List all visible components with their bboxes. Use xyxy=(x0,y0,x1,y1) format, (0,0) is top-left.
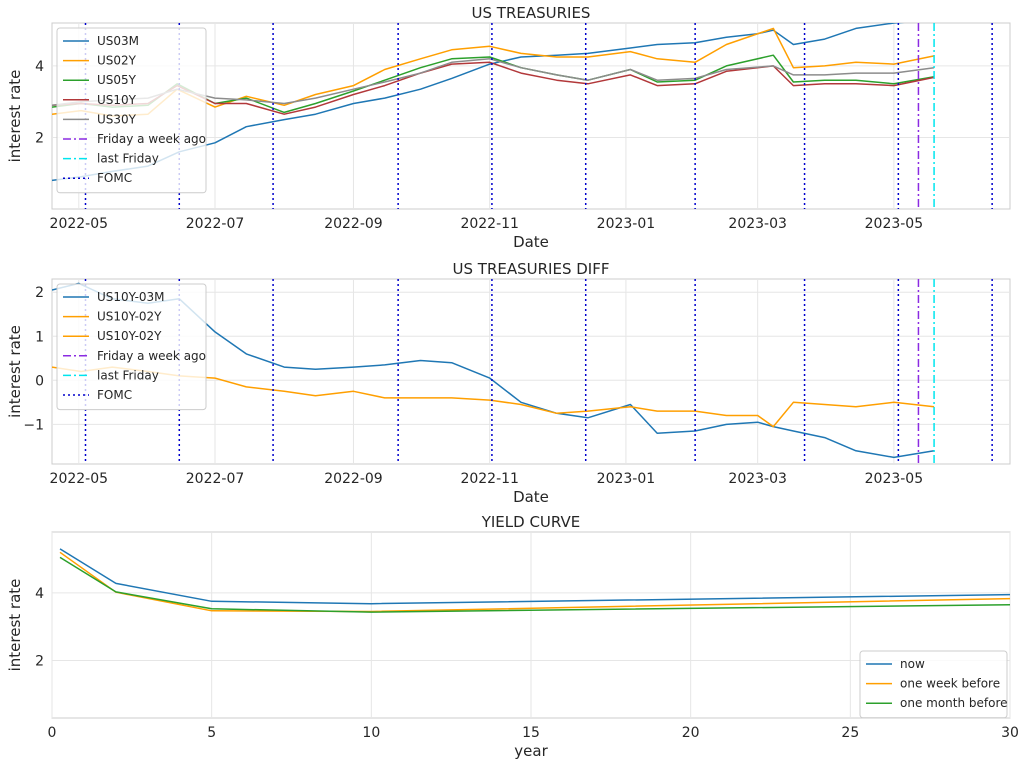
x-tick-label: 2022-07 xyxy=(186,216,245,232)
legend-label: Friday a week ago xyxy=(97,132,206,146)
legend-box xyxy=(56,27,207,194)
y-tick-label: 4 xyxy=(35,59,44,75)
legend-label: last Friday xyxy=(97,368,159,382)
legend-label: US02Y xyxy=(97,54,137,68)
chart-title: US TREASURIES DIFF xyxy=(453,260,610,278)
y-axis-label: interest rate xyxy=(6,325,24,418)
legend: US10Y-03M US10Y-02Y US10Y-02Y Friday a week… xyxy=(56,283,207,411)
legend-label: Friday a week ago xyxy=(97,349,206,363)
legend-box xyxy=(56,283,207,411)
x-tick-label: 2023-03 xyxy=(728,216,787,232)
x-tick-label: 2023-05 xyxy=(865,471,924,487)
legend-label: last Friday xyxy=(97,152,159,166)
series-line-one-month-before xyxy=(59,556,1010,613)
x-tick-label: 2022-09 xyxy=(324,471,383,487)
series-line-one-week-before xyxy=(59,551,1010,613)
y-tick-label: 0 xyxy=(35,373,44,389)
x-tick-label: 2022-05 xyxy=(50,216,109,232)
plot-area xyxy=(51,278,1011,465)
y-tick-label: −1 xyxy=(23,417,44,433)
x-tick-label: 30 xyxy=(1001,725,1019,741)
x-axis-label: year xyxy=(514,742,548,760)
x-tick-label: 0 xyxy=(48,725,57,741)
y-tick-label: 2 xyxy=(35,654,44,670)
legend-label: FOMC xyxy=(97,388,132,402)
x-tick-label: 25 xyxy=(841,725,859,741)
x-tick-label: 2022-11 xyxy=(460,216,519,232)
legend-box xyxy=(859,650,1008,719)
x-tick-label: 2022-05 xyxy=(50,471,109,487)
legend-label: FOMC xyxy=(97,171,132,185)
x-tick-label: 5 xyxy=(207,725,216,741)
x-tick-label: 15 xyxy=(522,725,540,741)
legend: US03M US02Y US05Y US10Y US30Y Friday a week a… xyxy=(56,27,207,194)
legend-label: one month before xyxy=(900,696,1008,710)
x-tick-label: 2023-01 xyxy=(597,471,656,487)
x-tick-label: 20 xyxy=(682,725,700,741)
legend-label: now xyxy=(900,657,925,671)
legend-label: US10Y-02Y xyxy=(97,329,162,343)
chart-panel-2: 0 5 10 15 20 25 30 2 4 YIELD CURVE year interest ra… xyxy=(6,513,1019,760)
y-axis-label: interest rate xyxy=(6,70,24,163)
chart-panel-1: 2022-05 2022-07 2022-09 2022-11 2023-01 2023-… xyxy=(6,260,1011,506)
legend-label: US05Y xyxy=(97,73,137,87)
chart-title: YIELD CURVE xyxy=(481,513,581,531)
legend-label: US30Y xyxy=(97,112,137,126)
x-tick-label: 2022-09 xyxy=(324,216,383,232)
legend-label: US10Y xyxy=(97,93,137,107)
x-tick-label: 2022-07 xyxy=(186,471,245,487)
plot-marks xyxy=(59,548,1010,613)
legend-label: US10Y-02Y xyxy=(97,310,162,324)
y-tick-label: 2 xyxy=(35,130,44,146)
y-tick-label: 4 xyxy=(35,586,44,602)
x-tick-label: 2023-05 xyxy=(865,216,924,232)
y-axis-label: interest rate xyxy=(6,579,24,672)
x-tick-label: 2023-01 xyxy=(597,216,656,232)
legend-label: one week before xyxy=(900,677,1000,691)
x-axis-label: Date xyxy=(513,488,549,506)
series-line-now xyxy=(59,548,1010,605)
legend-label: US03M xyxy=(97,34,139,48)
legend-label: US10Y-03M xyxy=(97,290,165,304)
x-tick-label: 10 xyxy=(362,725,380,741)
chart-title: US TREASURIES xyxy=(472,4,591,22)
x-tick-label: 2022-11 xyxy=(460,471,519,487)
x-tick-label: 2023-03 xyxy=(728,471,787,487)
chart-panel-0: 2022-05 2022-07 2022-09 2022-11 2023-01 2023-… xyxy=(6,4,1011,251)
x-axis-label: Date xyxy=(513,233,549,251)
y-tick-label: 1 xyxy=(35,329,44,345)
y-tick-label: 2 xyxy=(35,285,44,301)
legend: now one week before one month before xyxy=(859,650,1008,719)
